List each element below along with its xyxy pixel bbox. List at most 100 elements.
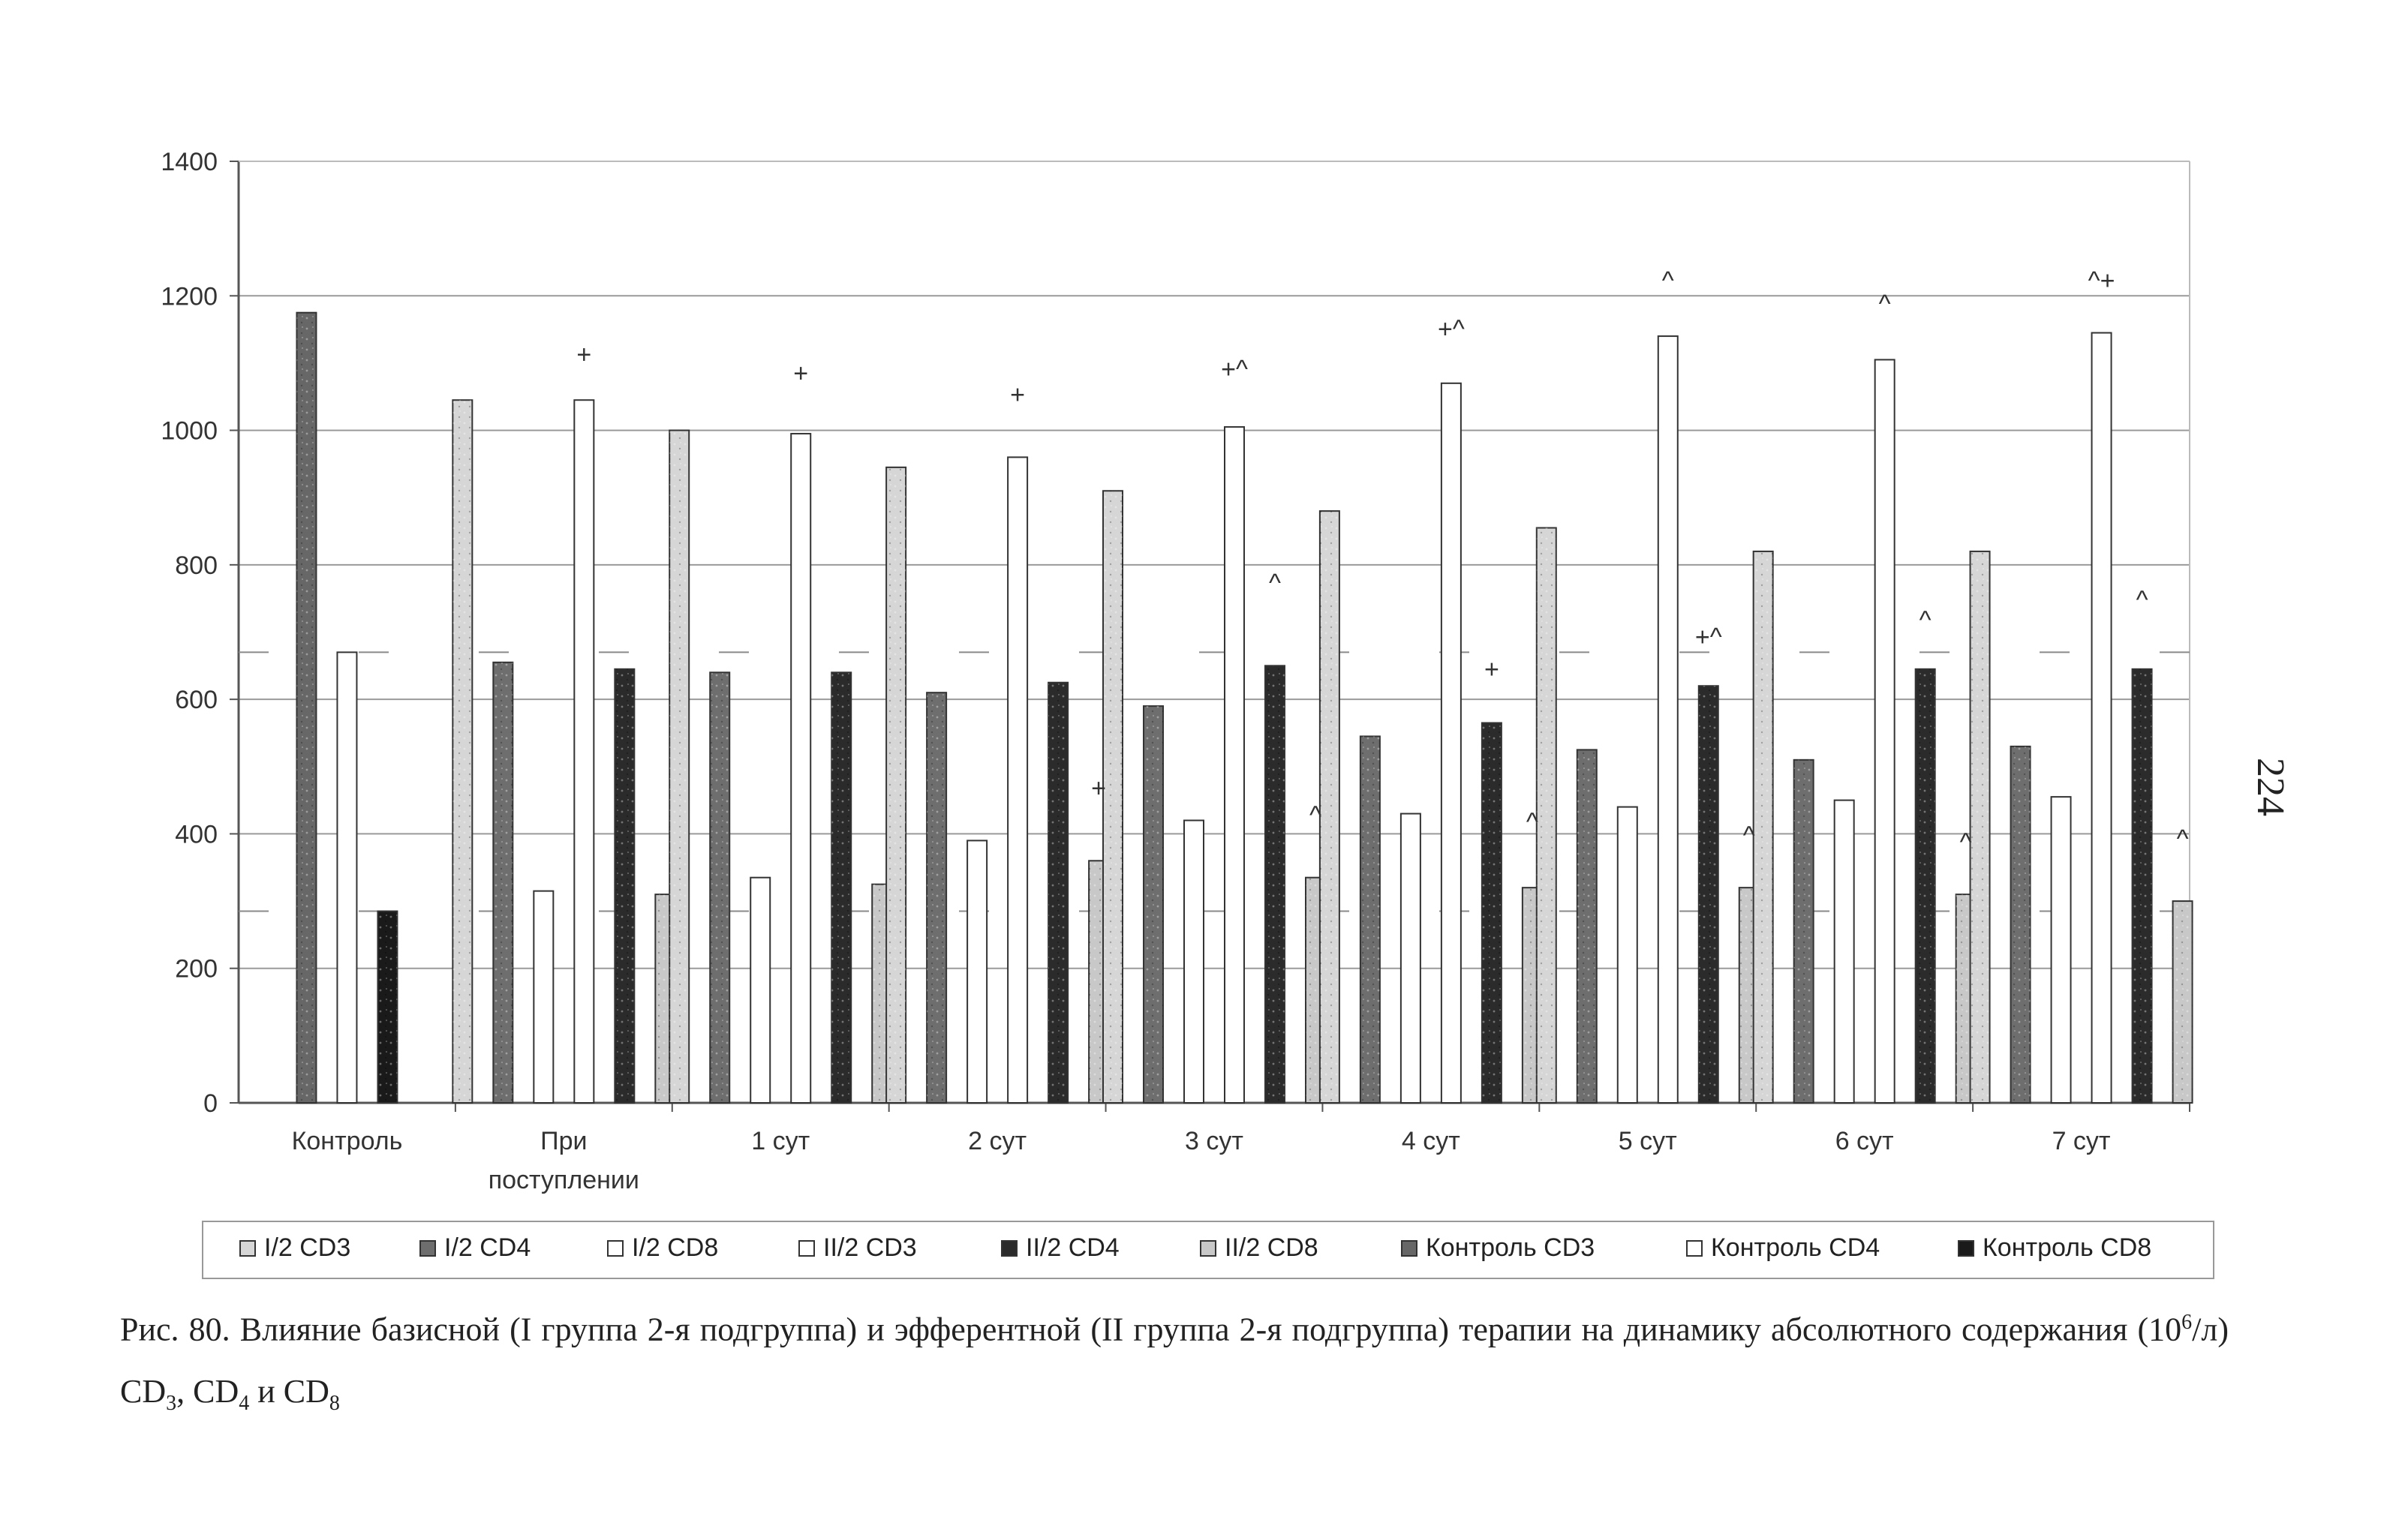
significance-mark: ^ bbox=[1960, 828, 1972, 857]
y-tick-label: 1000 bbox=[161, 417, 218, 446]
x-tick-label: 4 сут bbox=[1402, 1127, 1460, 1155]
legend-swatch bbox=[1958, 1240, 1974, 1257]
bar-texture bbox=[1577, 749, 1597, 1103]
caption-text-sep: и CD bbox=[249, 1372, 329, 1410]
significance-mark: ^ bbox=[1662, 266, 1674, 295]
bar-i2-cd8 bbox=[1616, 806, 1638, 1104]
bar-texture bbox=[493, 662, 513, 1103]
significance-mark: +^ bbox=[1438, 315, 1465, 344]
bar-texture bbox=[1481, 722, 1502, 1103]
bar-ii2-cd3 bbox=[1874, 359, 1895, 1104]
y-tick-label: 1200 bbox=[161, 282, 218, 311]
significance-mark: + bbox=[793, 359, 808, 388]
significance-mark: ^ bbox=[1879, 290, 1891, 319]
legend-label: II/2 CD3 bbox=[823, 1233, 917, 1262]
legend-label: I/2 CD3 bbox=[264, 1233, 350, 1262]
y-tick-label: 600 bbox=[175, 686, 218, 714]
bar-texture bbox=[831, 672, 852, 1103]
significance-mark: +^ bbox=[1695, 623, 1722, 651]
legend-swatch bbox=[1686, 1240, 1703, 1257]
bar-ii2-cd3 bbox=[1007, 456, 1029, 1104]
bar-ii2-cd3 bbox=[790, 433, 812, 1104]
legend-swatch bbox=[419, 1240, 436, 1257]
caption-text-sep: , CD bbox=[176, 1372, 239, 1410]
bar-i2-cd8 bbox=[1833, 799, 1855, 1104]
significance-mark: + bbox=[1010, 381, 1025, 410]
bar-texture bbox=[1265, 665, 1285, 1103]
legend-swatch bbox=[1401, 1240, 1417, 1257]
bar-i2-cd8 bbox=[967, 840, 988, 1104]
bar-texture bbox=[1970, 551, 1990, 1103]
bar-i2-cd8 bbox=[2050, 796, 2072, 1104]
y-tick-label: 400 bbox=[175, 820, 218, 849]
caption-sub: 8 bbox=[329, 1391, 340, 1415]
legend-label: I/2 CD4 bbox=[444, 1233, 531, 1262]
y-tick-label: 0 bbox=[203, 1089, 218, 1118]
legend: I/2 CD3 I/2 CD4 I/2 CD8 II/2 CD3 II/2 CD4 II/… bbox=[202, 1221, 2214, 1279]
bar-texture bbox=[1144, 706, 1163, 1103]
significance-mark: ^+ bbox=[2088, 266, 2115, 295]
significance-mark: ^ bbox=[2177, 825, 2189, 853]
significance-mark: ^ bbox=[1526, 808, 1538, 837]
bar-texture bbox=[669, 430, 690, 1103]
significance-mark: ^ bbox=[2136, 586, 2148, 614]
x-tick-label: 6 сут bbox=[1835, 1127, 1894, 1155]
legend-label: Контроль CD4 bbox=[1711, 1233, 1880, 1262]
bar-ii2-cd3 bbox=[1224, 426, 1245, 1104]
x-tick-label: 7 сут bbox=[2052, 1127, 2111, 1155]
y-tick-label: 800 bbox=[175, 551, 218, 580]
bar-texture bbox=[2010, 746, 2031, 1103]
figure-caption: Рис. 80. Влияние базисной (I группа 2-я … bbox=[120, 1292, 2229, 1434]
caption-sub: 4 bbox=[239, 1391, 250, 1415]
significance-mark: ^ bbox=[1269, 569, 1281, 598]
legend-label: Контроль CD8 bbox=[1983, 1233, 2151, 1262]
legend-label: II/2 CD4 bbox=[1026, 1233, 1120, 1262]
x-tick-label: 2 сут bbox=[968, 1127, 1027, 1155]
bar-ii2-cd3 bbox=[1657, 335, 1679, 1104]
plot-area: 0 200 400 600 800 1000 1200 1400 Контроль При пост… bbox=[161, 148, 2193, 1194]
bar-texture bbox=[1915, 668, 1935, 1103]
bar-control-cd4 bbox=[336, 651, 358, 1104]
significance-mark: + bbox=[1091, 774, 1106, 803]
page-number: 224 bbox=[2249, 758, 2292, 816]
significance-mark: + bbox=[1484, 655, 1499, 683]
bar-texture bbox=[2172, 901, 2193, 1103]
bar-ii2-cd3 bbox=[1440, 382, 1462, 1104]
y-tick-label: 1400 bbox=[161, 148, 218, 176]
legend-swatch bbox=[1200, 1240, 1216, 1257]
bar-texture bbox=[1103, 491, 1123, 1103]
legend-swatch bbox=[239, 1240, 256, 1257]
bar-texture bbox=[710, 672, 730, 1103]
bar-texture bbox=[1536, 527, 1556, 1103]
bar-texture bbox=[296, 312, 317, 1104]
x-tick-label: При bbox=[540, 1127, 587, 1155]
legend-swatch bbox=[607, 1240, 624, 1257]
caption-sup: 6 bbox=[2181, 1311, 2193, 1334]
x-tick-label: 5 сут bbox=[1619, 1127, 1677, 1155]
bar-texture bbox=[377, 911, 398, 1103]
y-tick-label: 200 bbox=[175, 955, 218, 984]
bar-i2-cd8 bbox=[750, 876, 771, 1104]
x-tick-label: Контроль bbox=[292, 1127, 403, 1155]
bar-texture bbox=[927, 692, 947, 1103]
caption-sub: 3 bbox=[166, 1391, 177, 1415]
bar-texture bbox=[1048, 682, 1069, 1103]
caption-text: Рис. 80. Влияние базисной (I группа 2-я … bbox=[120, 1311, 2182, 1348]
significance-mark: +^ bbox=[1221, 356, 1248, 384]
bar-i2-cd8 bbox=[533, 890, 555, 1104]
significance-mark: + bbox=[576, 341, 591, 369]
bar-texture bbox=[2132, 668, 2152, 1103]
x-tick-label: поступлении bbox=[489, 1166, 639, 1194]
significance-mark: ^ bbox=[1743, 822, 1755, 850]
bar-i2-cd8 bbox=[1183, 819, 1204, 1104]
bar-i2-cd8 bbox=[1399, 813, 1421, 1104]
significance-mark: ^ bbox=[1309, 801, 1321, 830]
x-tick-label: 3 сут bbox=[1185, 1127, 1243, 1155]
bar-texture bbox=[886, 467, 906, 1103]
legend-swatch bbox=[798, 1240, 815, 1257]
bar-texture bbox=[615, 668, 635, 1103]
bar-texture bbox=[1319, 511, 1339, 1103]
legend-label: I/2 CD8 bbox=[632, 1233, 718, 1262]
caption-text-mid: /л) CD bbox=[120, 1311, 2229, 1410]
